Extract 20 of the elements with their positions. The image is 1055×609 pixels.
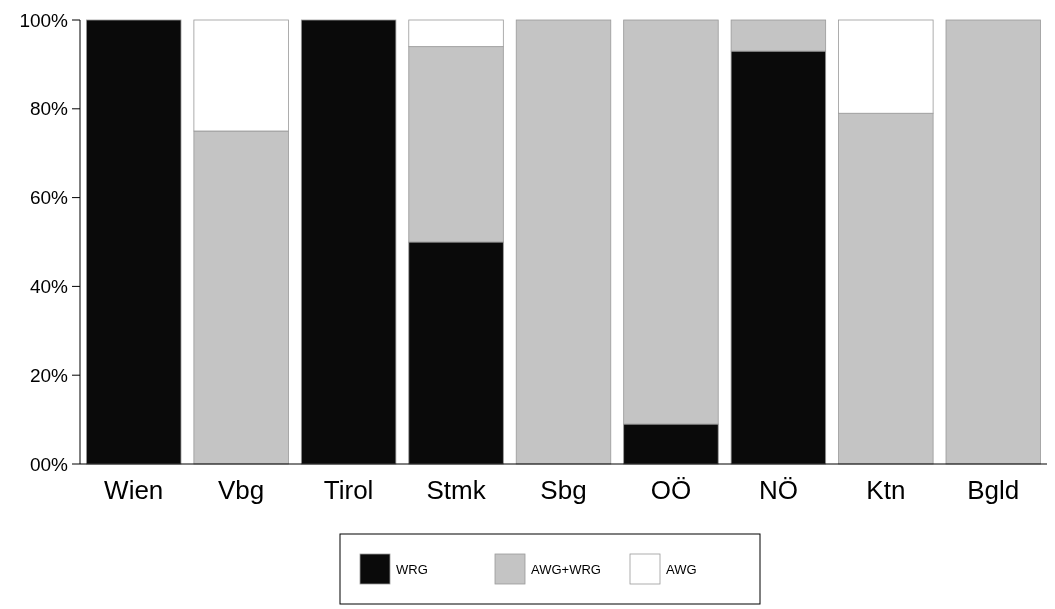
legend-label: AWG+WRG <box>531 561 601 577</box>
x-tick-label: Vbg <box>218 475 265 505</box>
x-tick-label: OÖ <box>650 475 692 505</box>
x-tick-label: NÖ <box>758 475 798 505</box>
x-tick-label: Sbg <box>540 475 587 505</box>
bar <box>515 19 612 465</box>
y-tick-label: 40% <box>29 276 69 298</box>
x-tick-label: Tirol <box>323 475 374 505</box>
y-tick-label: 00% <box>29 453 69 475</box>
x-tick-label: Stmk <box>426 475 487 505</box>
x-tick-label: Ktn <box>866 475 906 505</box>
legend-label: WRG <box>396 561 428 577</box>
y-tick-label: 80% <box>29 98 69 120</box>
y-tick-label: 60% <box>29 187 69 209</box>
y-tick-label: 100% <box>19 9 69 31</box>
bar <box>945 19 1041 465</box>
legend-label: AWG <box>666 561 697 577</box>
x-tick-label: Bgld <box>967 475 1020 505</box>
x-tick-label: Wien <box>104 475 164 505</box>
y-tick-label: 20% <box>29 364 69 386</box>
